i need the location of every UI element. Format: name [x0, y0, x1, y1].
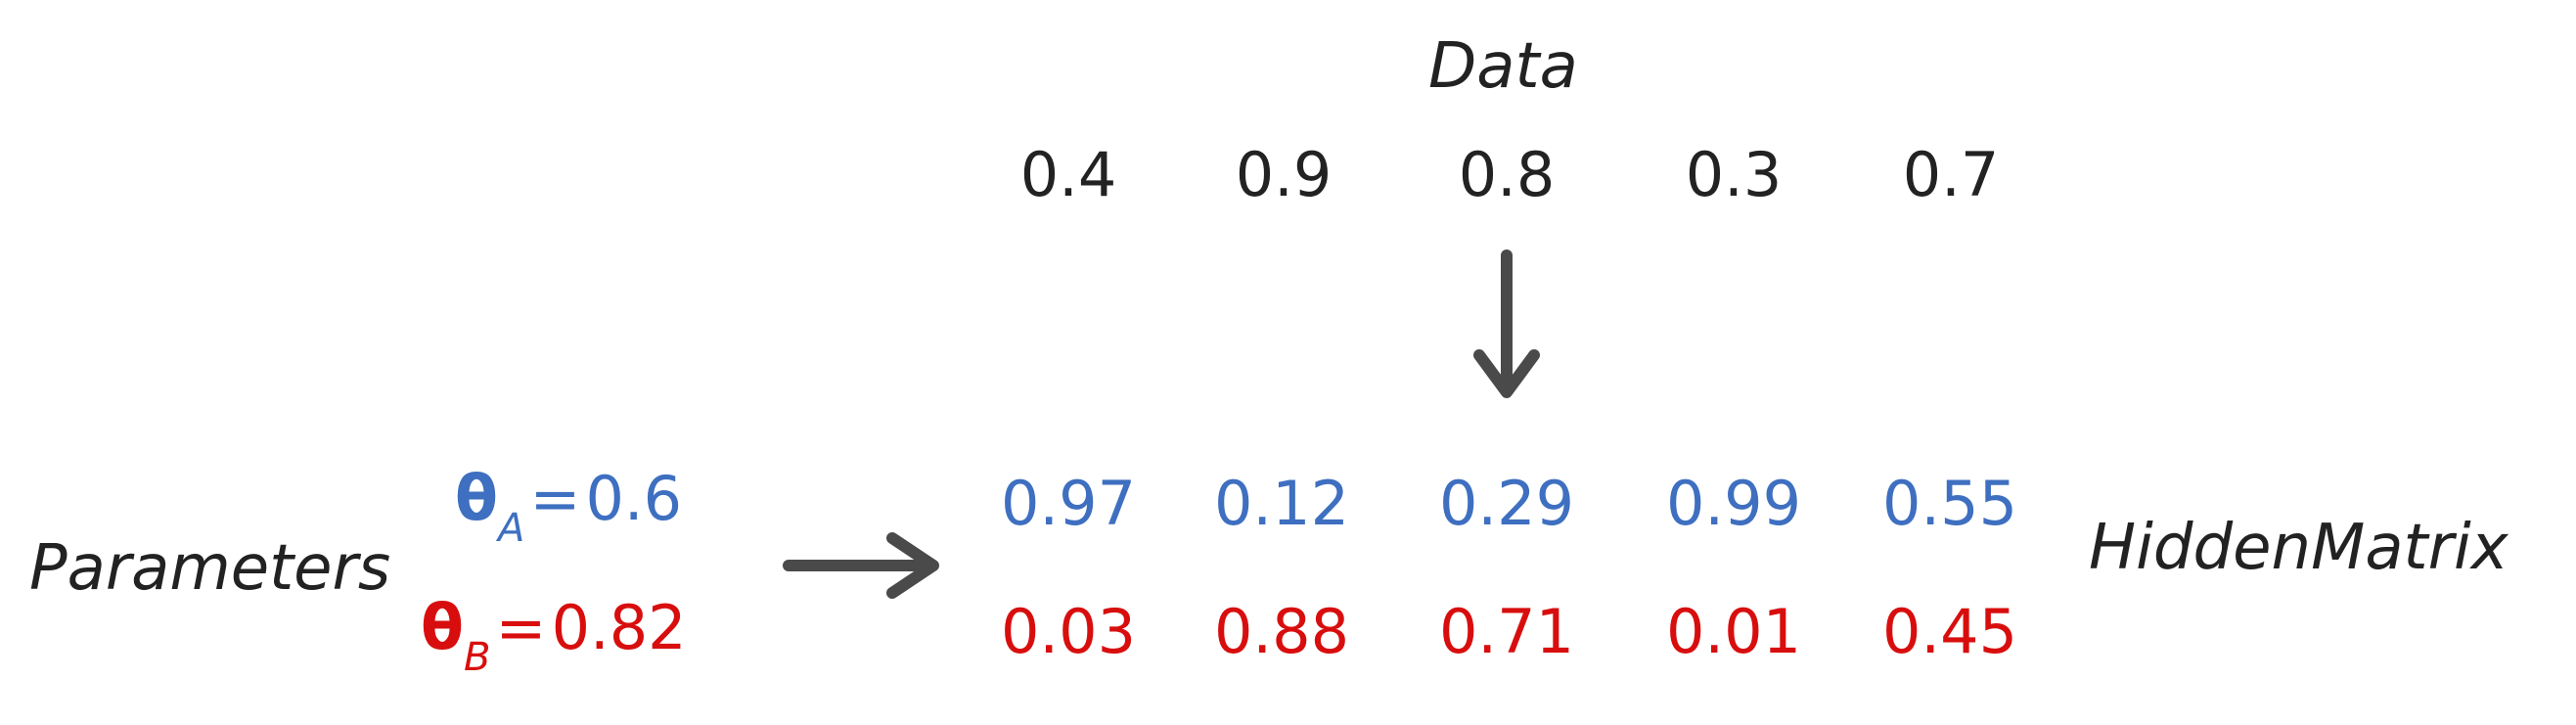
hidden-matrix-cell-a: 0.55 — [1881, 468, 2018, 539]
theta-a-parameter: θA = 0.6 — [455, 468, 682, 548]
theta-a-value: 0.6 — [585, 463, 683, 534]
hidden-matrix-cell-b: 0.03 — [1000, 596, 1137, 667]
theta-a-subscript: A — [497, 506, 525, 551]
theta-a-symbol: θ — [455, 463, 498, 535]
hidden-matrix-cell-a: 0.29 — [1438, 468, 1575, 539]
hidden-matrix-cell-a: 0.12 — [1213, 468, 1350, 539]
hidden-matrix-cell-a: 0.97 — [1000, 468, 1137, 539]
down-arrow-icon — [1473, 249, 1540, 398]
parameters-label: Parameters — [29, 532, 391, 605]
hidden-matrix-cell-a: 0.99 — [1665, 468, 1802, 539]
hidden-matrix-cell-b: 0.45 — [1881, 596, 2018, 667]
hidden-matrix-cell-b: 0.71 — [1438, 596, 1575, 667]
data-value: 0.9 — [1235, 139, 1333, 210]
data-value: 0.8 — [1458, 139, 1556, 210]
hidden-matrix-cell-b: 0.01 — [1665, 596, 1802, 667]
data-title: Data — [1428, 30, 1578, 103]
hidden-matrix-cell-b: 0.88 — [1213, 596, 1350, 667]
theta-b-equals: = — [495, 592, 547, 663]
theta-b-symbol: θ — [421, 592, 464, 664]
hidden-matrix-label: HiddenMatrix — [2089, 512, 2508, 584]
data-value: 0.7 — [1902, 139, 2000, 210]
theta-a-equals: = — [529, 463, 581, 534]
theta-b-parameter: θB = 0.82 — [421, 597, 687, 677]
theta-b-value: 0.82 — [551, 592, 687, 663]
theta-b-subscript: B — [463, 635, 491, 680]
right-arrow-icon — [783, 532, 939, 599]
data-value: 0.4 — [1019, 139, 1117, 210]
data-value: 0.3 — [1685, 139, 1783, 210]
